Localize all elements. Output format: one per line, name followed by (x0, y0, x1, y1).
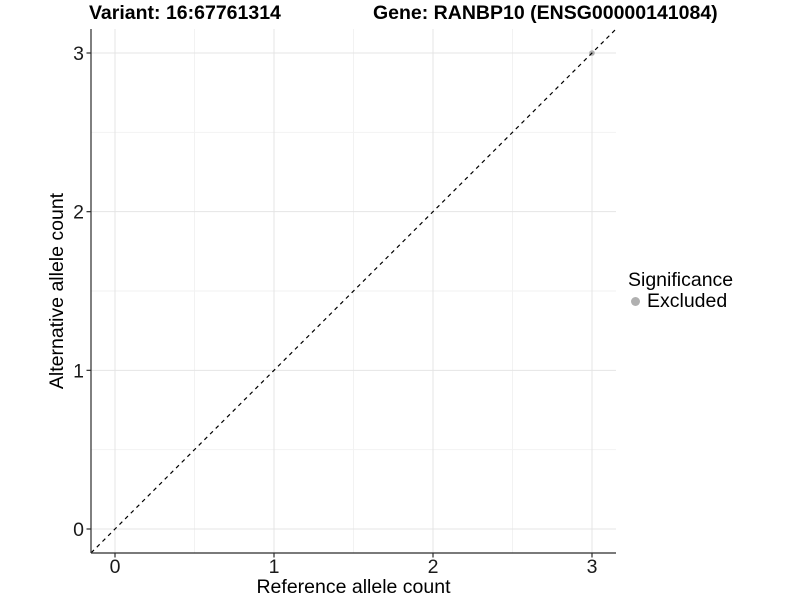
x-tick-label: 0 (110, 556, 121, 578)
excluded-point-icon (631, 296, 640, 306)
variant-title: Variant: 16:67761314 (89, 2, 281, 24)
x-axis-title: Reference allele count (256, 576, 451, 598)
y-axis-title: Alternative allele count (46, 192, 68, 390)
y-tick-label: 0 (73, 519, 84, 541)
legend: Significance Excluded (628, 270, 733, 311)
x-tick-label: 2 (428, 556, 439, 578)
gene-title: Gene: RANBP10 (ENSG00000141084) (373, 2, 718, 24)
legend-item-label: Excluded (647, 290, 728, 312)
y-tick-label: 2 (73, 202, 84, 224)
legend-item-excluded: Excluded (628, 291, 733, 311)
y-tick-label: 3 (73, 43, 84, 65)
x-tick-label: 1 (269, 556, 280, 578)
x-tick-label: 3 (587, 556, 598, 578)
legend-title: Significance (628, 269, 734, 291)
identity-reference-line (90, 28, 617, 554)
y-tick-label: 1 (73, 360, 84, 382)
